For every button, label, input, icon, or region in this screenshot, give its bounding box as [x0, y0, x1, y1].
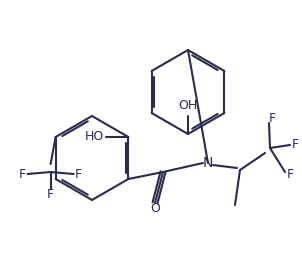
Text: F: F — [268, 112, 275, 124]
Text: F: F — [291, 139, 299, 152]
Text: N: N — [203, 156, 213, 170]
Text: F: F — [286, 169, 294, 182]
Text: O: O — [150, 201, 160, 214]
Text: F: F — [19, 168, 26, 181]
Text: OH: OH — [178, 99, 198, 112]
Text: F: F — [47, 187, 54, 200]
Text: HO: HO — [85, 131, 104, 144]
Text: F: F — [75, 168, 82, 181]
